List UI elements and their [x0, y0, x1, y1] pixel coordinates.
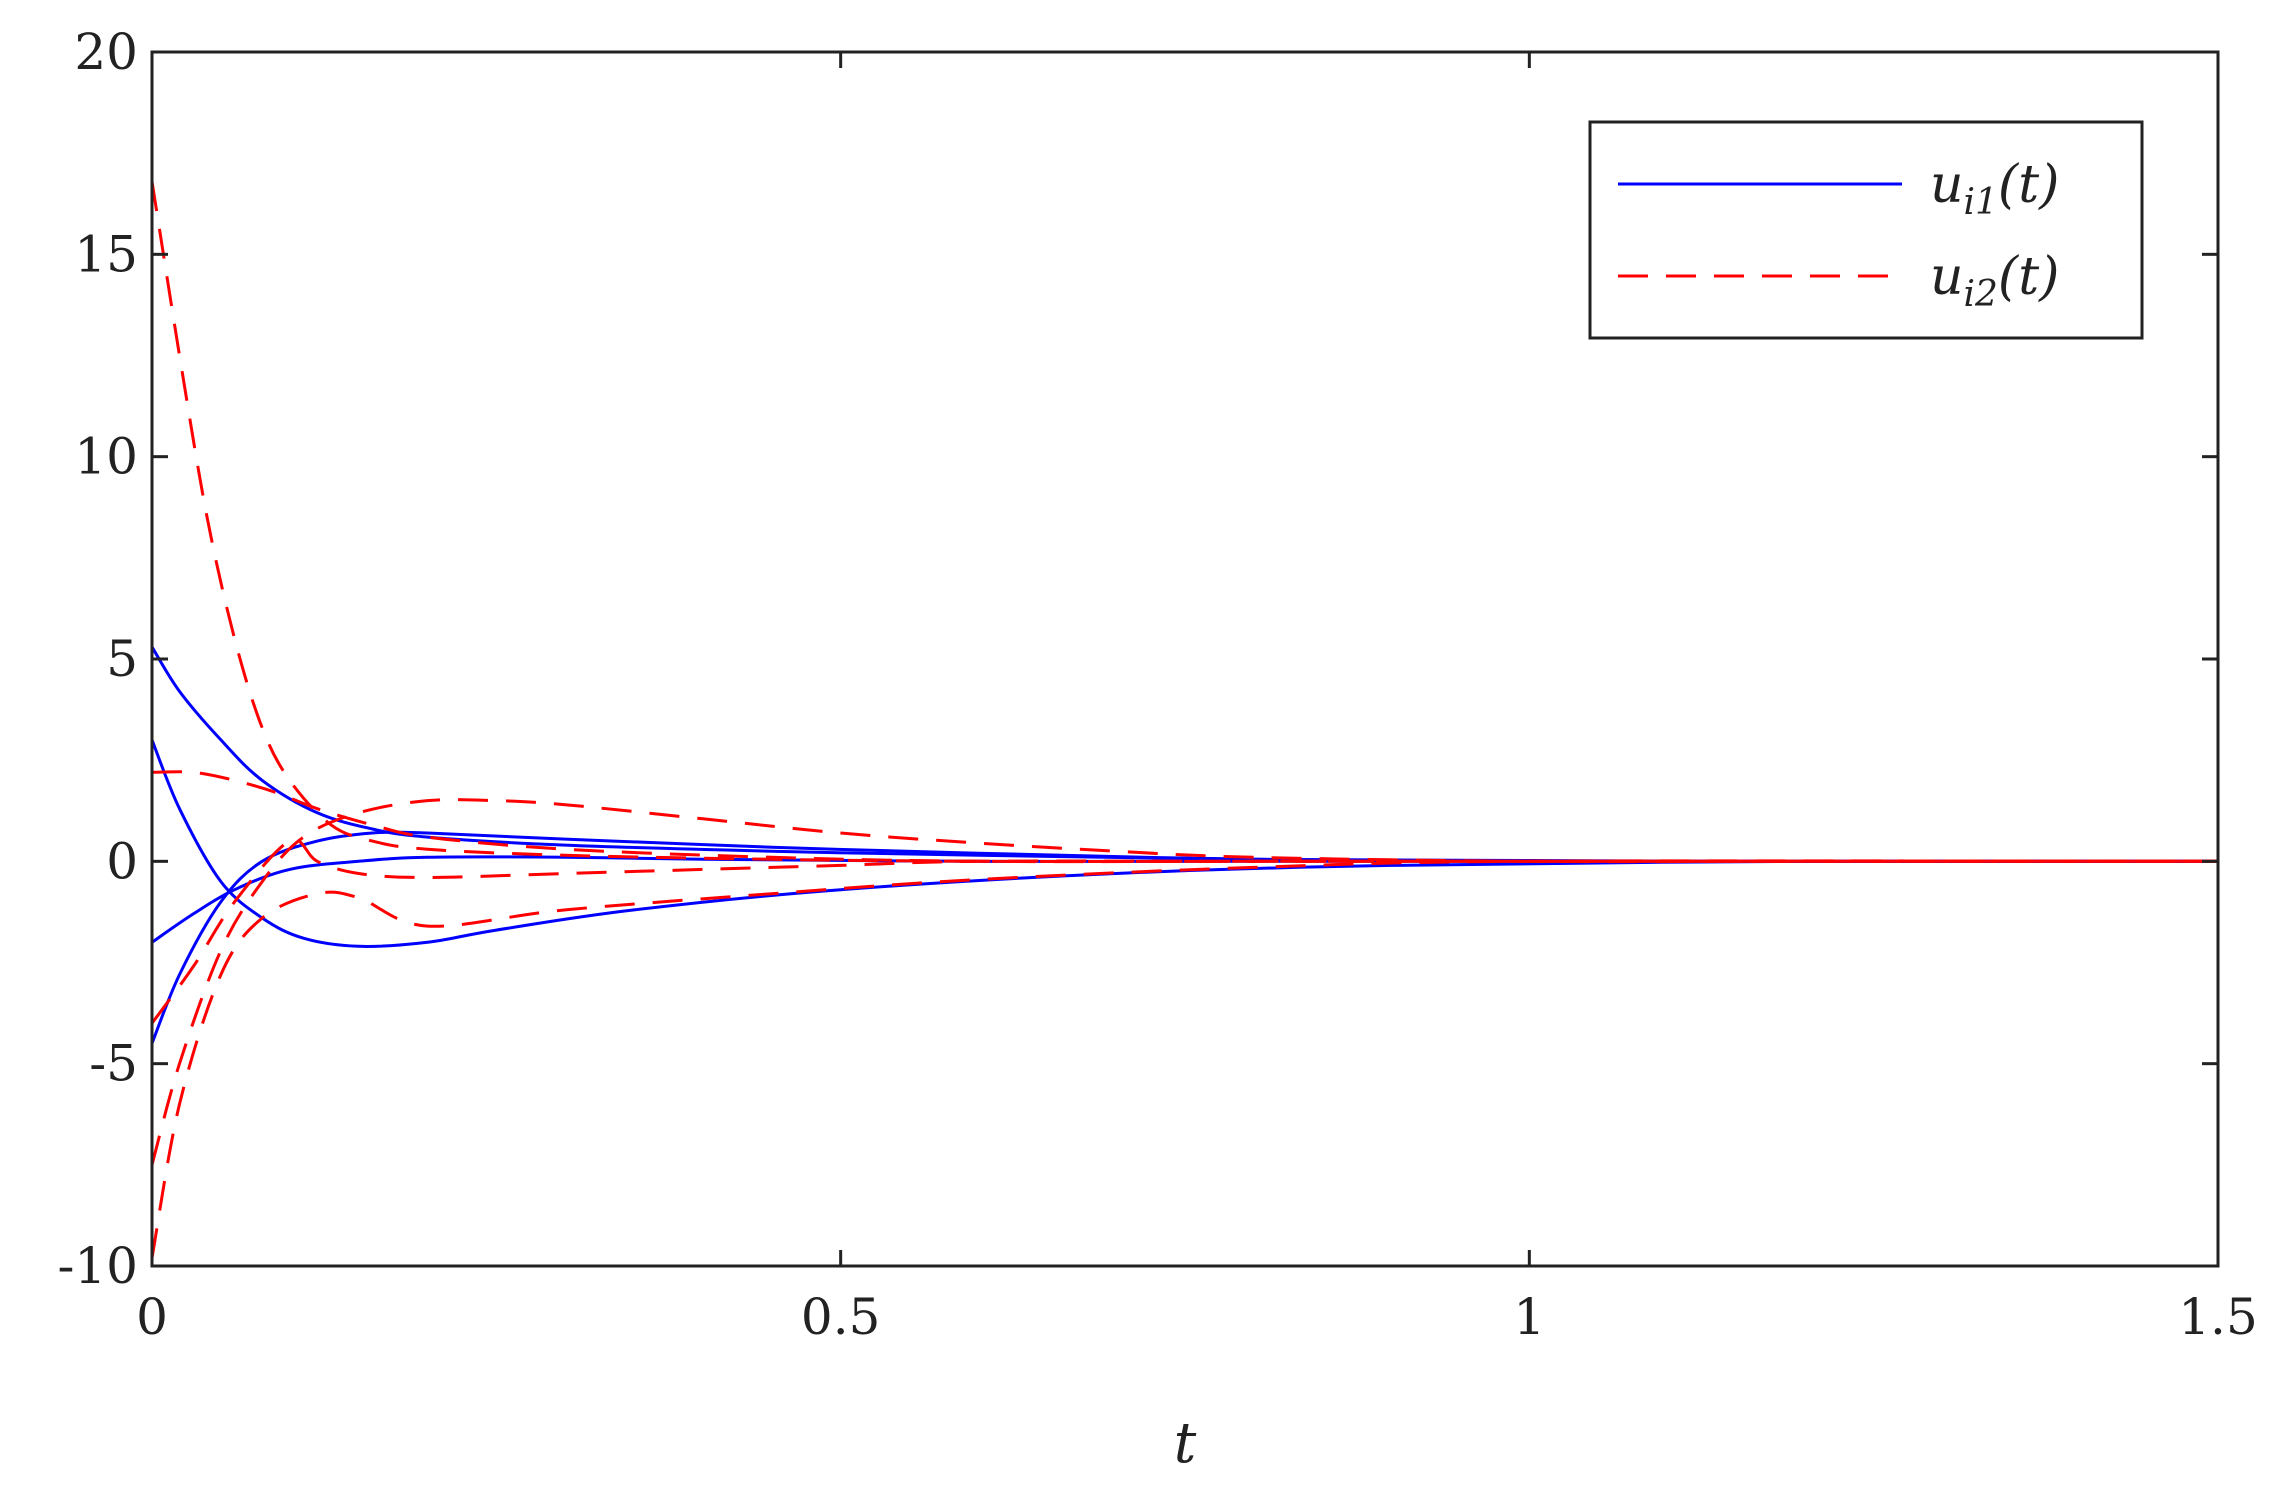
y-tick-label: 15 [74, 225, 138, 283]
series-line-u_i2-9 [150, 838, 2218, 1025]
x-axis-label: t [1174, 1411, 1197, 1476]
series-line-u_i2-6 [151, 770, 2218, 864]
legend: ui1(t) ui2(t) [1588, 120, 2144, 340]
legend-box [1588, 120, 2144, 340]
series-layer [150, 181, 2219, 1259]
x-tick-label: 1 [1513, 1288, 1545, 1346]
y-tick-label: -5 [89, 1035, 138, 1093]
y-tick-label: 0 [106, 832, 138, 890]
series-line-u_i2-7 [150, 798, 2218, 1166]
tick-layer: 0 0.5 1 1.5 -10 -5 0 5 10 15 20 [57, 23, 2257, 1346]
y-tick-label: 10 [74, 428, 138, 486]
series-line-u_i2-8 [150, 859, 2219, 1259]
legend-label-i2: ui2(t) [1930, 247, 2059, 315]
x-tick-label: 0 [136, 1288, 168, 1346]
y-tick-label: 5 [106, 630, 138, 688]
legend-entries: ui1(t) ui2(t) [1618, 155, 2059, 315]
legend-label-i1: ui1(t) [1930, 155, 2059, 223]
x-tick-label: 1.5 [2178, 1288, 2258, 1346]
y-tick-label: 20 [74, 23, 138, 81]
y-tick-label: -10 [57, 1237, 138, 1295]
x-tick-label: 0.5 [801, 1288, 881, 1346]
